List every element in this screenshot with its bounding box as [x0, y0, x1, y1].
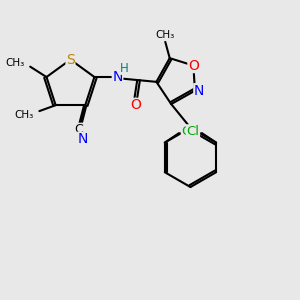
- Text: CH₃: CH₃: [156, 30, 175, 40]
- Text: Cl: Cl: [187, 125, 200, 138]
- Text: O: O: [130, 98, 141, 112]
- Text: O: O: [188, 58, 199, 73]
- Text: Cl: Cl: [182, 125, 194, 138]
- Text: H: H: [120, 61, 128, 75]
- Text: N: N: [78, 132, 88, 146]
- Text: S: S: [66, 52, 75, 67]
- Text: C: C: [74, 123, 83, 136]
- Text: N: N: [112, 70, 123, 84]
- Text: CH₃: CH₃: [6, 58, 25, 68]
- Text: N: N: [194, 84, 204, 98]
- Text: CH₃: CH₃: [15, 110, 34, 120]
